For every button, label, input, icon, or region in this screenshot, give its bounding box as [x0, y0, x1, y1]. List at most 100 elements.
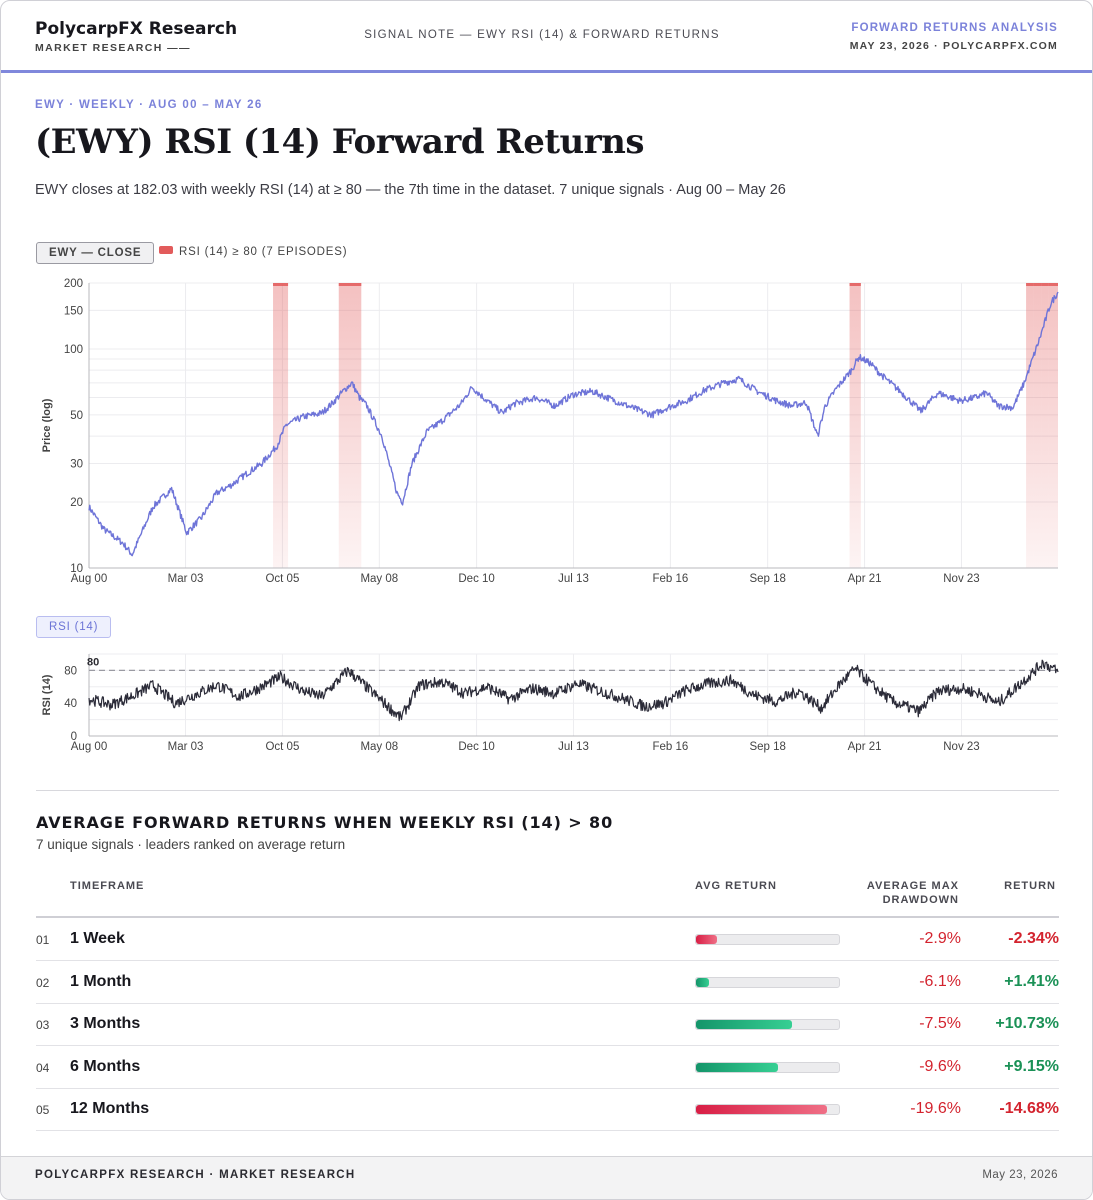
- avg-return-bar-fill: [696, 1062, 778, 1072]
- x-tick-label: Oct 05: [265, 573, 299, 585]
- section-divider: [36, 790, 1059, 791]
- avg-return-bar: [695, 1061, 840, 1073]
- x-tick-label: Oct 05: [265, 741, 299, 753]
- row-return: +10.73%: [995, 1015, 1059, 1032]
- avg-return-bar-fill: [696, 1020, 792, 1029]
- y-tick-label: 200: [64, 278, 83, 290]
- rsi-episode-cap: [273, 283, 289, 286]
- header-drawdown-line2: DRAWDOWN: [882, 894, 959, 906]
- row-rank: 03: [36, 1018, 50, 1032]
- x-tick-label: Aug 00: [71, 573, 107, 585]
- rsi-episode-cap: [849, 283, 861, 286]
- x-tick-label: Mar 03: [168, 573, 204, 585]
- footer: POLYCARPFX RESEARCH · MARKET RESEARCH Ma…: [1, 1156, 1092, 1199]
- x-tick-label: Dec 10: [458, 573, 494, 585]
- x-tick-label: Jul 13: [558, 741, 589, 753]
- date-site-label: MAY 23, 2026 · POLYCARPFX.COM: [849, 40, 1058, 52]
- rsi-episode-band: [338, 283, 362, 568]
- header-avg-return: AVG RETURN: [695, 880, 777, 892]
- table-row[interactable]: 05 12 Months -19.6% -14.68%: [36, 1089, 1059, 1131]
- rsi-threshold-label: 80: [87, 656, 99, 668]
- rsi-episode-cap: [1026, 283, 1034, 286]
- header-drawdown-line1: AVERAGE MAX: [866, 880, 959, 892]
- y-tick-label: 0: [71, 731, 77, 743]
- x-tick-label: Apr 21: [848, 573, 882, 585]
- footer-left: POLYCARPFX RESEARCH · MARKET RESEARCH: [35, 1169, 356, 1181]
- x-tick-label: May 08: [360, 573, 398, 585]
- x-tick-label: Nov 23: [943, 741, 979, 753]
- avg-return-bar: [695, 934, 840, 945]
- row-timeframe: 12 Months: [70, 1100, 150, 1117]
- row-timeframe: 3 Months: [70, 1015, 141, 1032]
- rsi-episode-band: [1041, 283, 1049, 568]
- header-return: RETURN: [1004, 880, 1056, 892]
- rsi-series-line: [88, 659, 1059, 722]
- avg-return-bar: [695, 1104, 840, 1115]
- section-subtitle: 7 unique signals · leaders ranked on ave…: [36, 837, 346, 852]
- header-timeframe: TIMEFRAME: [70, 880, 145, 892]
- rsi-episode-band: [273, 283, 289, 568]
- y-tick-label: 20: [70, 497, 83, 509]
- price-series-pill[interactable]: EWY — CLOSE: [36, 242, 155, 264]
- rsi-episode-cap: [1048, 283, 1058, 286]
- table-row[interactable]: 02 1 Month -6.1% +1.41%: [36, 962, 1059, 1004]
- analysis-label: FORWARD RETURNS ANALYSIS: [851, 22, 1058, 34]
- x-tick-label: Mar 03: [168, 741, 204, 753]
- row-drawdown: -19.6%: [910, 1100, 961, 1117]
- x-tick-label: Feb 16: [652, 573, 688, 585]
- kicker: EWY · WEEKLY · AUG 00 – MAY 26: [35, 99, 263, 111]
- x-tick-label: Sep 18: [749, 741, 785, 753]
- price-series-line: [88, 291, 1059, 557]
- signal-note-label: SIGNAL NOTE — EWY RSI (14) & FORWARD RET…: [364, 29, 720, 41]
- y-tick-label: 100: [64, 344, 83, 356]
- row-return: +9.15%: [1004, 1057, 1059, 1075]
- row-return: +1.41%: [1004, 972, 1059, 990]
- row-drawdown: -7.5%: [919, 1015, 961, 1032]
- x-tick-label: Apr 21: [848, 741, 882, 753]
- avg-return-bar: [695, 1019, 840, 1030]
- table-row[interactable]: 01 1 Week -2.9% -2.34%: [36, 919, 1059, 961]
- brand-name: PolycarpFX Research: [35, 19, 238, 39]
- avg-return-bar-fill: [696, 977, 709, 987]
- y-tick-label: 50: [70, 410, 83, 422]
- rsi-chart: 80 0 40 80 Aug 00 Mar 03 Oct 05 May 08 Dec 10 Jul…: [41, 653, 1059, 753]
- page-subtitle: EWY closes at 182.03 with weekly RSI (14…: [35, 182, 786, 198]
- row-rank: 01: [36, 933, 50, 947]
- table-row[interactable]: 04 6 Months -9.6% +9.15%: [36, 1047, 1059, 1089]
- episode-swatch: [159, 246, 173, 254]
- row-rank: 04: [36, 1060, 50, 1075]
- row-drawdown: -9.6%: [919, 1057, 961, 1075]
- page-title: (EWY) RSI (14) Forward Returns: [35, 122, 645, 162]
- report-header: PolycarpFX Research MARKET RESEARCH —— S…: [1, 1, 1092, 73]
- brand-subtitle: MARKET RESEARCH ——: [35, 42, 191, 54]
- rsi-episode-band: [1026, 283, 1034, 568]
- footer-date: May 23, 2026: [982, 1169, 1058, 1181]
- episode-legend: RSI (14) ≥ 80 (7 EPISODES): [159, 246, 347, 258]
- table-header-rule: [36, 916, 1059, 918]
- row-rank: 02: [36, 975, 50, 990]
- row-timeframe: 6 Months: [70, 1057, 141, 1075]
- y-tick-label: 40: [64, 698, 77, 710]
- row-rank: 05: [36, 1103, 50, 1117]
- row-return: -2.34%: [1008, 930, 1059, 947]
- row-drawdown: -6.1%: [919, 972, 961, 990]
- avg-return-bar-fill: [696, 1105, 828, 1114]
- row-timeframe: 1 Month: [70, 972, 132, 990]
- y-axis-label: RSI (14): [41, 674, 53, 715]
- x-tick-label: Aug 00: [71, 741, 107, 753]
- rsi-episode-cap: [1033, 283, 1042, 286]
- rsi-episode-band: [849, 283, 861, 568]
- x-tick-label: Feb 16: [652, 741, 688, 753]
- rsi-episode-band: [1033, 283, 1042, 568]
- row-drawdown: -2.9%: [919, 930, 961, 947]
- episode-legend-label: RSI (14) ≥ 80 (7 EPISODES): [179, 246, 348, 258]
- table-row[interactable]: 03 3 Months -7.5% +10.73%: [36, 1004, 1059, 1046]
- rsi-episode-band: [1048, 283, 1058, 568]
- y-axis-label: Price (log): [41, 398, 53, 452]
- rsi-series-pill[interactable]: RSI (14): [36, 616, 112, 638]
- x-tick-label: May 08: [360, 741, 398, 753]
- x-tick-label: Sep 18: [749, 573, 785, 585]
- avg-return-bar: [695, 976, 840, 988]
- section-title: AVERAGE FORWARD RETURNS WHEN WEEKLY RSI …: [36, 813, 614, 832]
